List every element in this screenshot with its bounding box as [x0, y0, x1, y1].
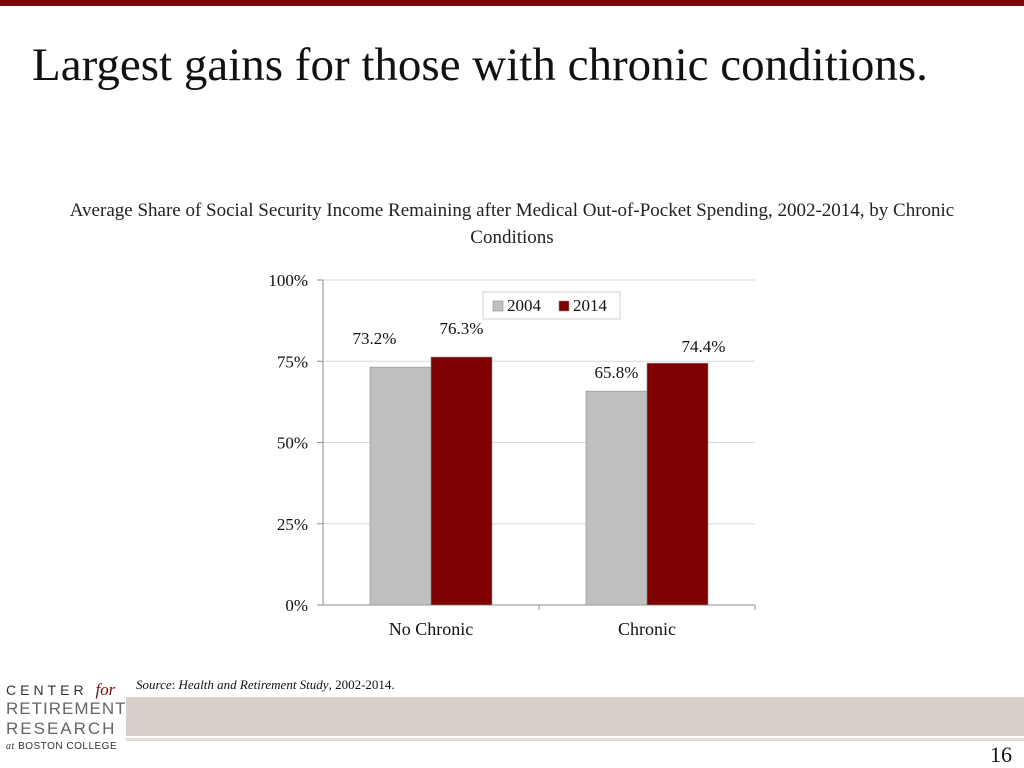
footer-divider	[126, 738, 1024, 741]
y-tick-label: 75%	[277, 352, 308, 371]
data-label: 73.2%	[353, 329, 397, 348]
legend-label: 2014	[573, 296, 608, 315]
data-label: 65.8%	[595, 363, 639, 382]
source-label: Source	[136, 677, 172, 692]
page-number: 16	[990, 742, 1012, 767]
y-tick-label: 50%	[277, 434, 308, 453]
source-separator: :	[171, 677, 179, 692]
y-tick-label: 100%	[268, 271, 308, 290]
logo-line-1: CENTER for	[6, 680, 115, 700]
logo-line-2: RETIREMENT	[6, 699, 127, 718]
logo-college-text: BOSTON COLLEGE	[18, 741, 118, 752]
chart-title: Average Share of Social Security Income …	[69, 200, 955, 248]
bar-2014-chronic	[646, 362, 709, 606]
x-tick-label: Chronic	[618, 619, 676, 639]
logo-at-text: at	[6, 741, 15, 752]
bar-2004-no-chronic	[369, 366, 432, 606]
y-tick-label: 25%	[277, 515, 308, 534]
x-tick-label: No Chronic	[389, 619, 474, 639]
legend-box	[482, 291, 621, 320]
legend-label: 2004	[507, 296, 542, 315]
source-study: Health and Retirement Study	[178, 677, 329, 692]
logo-for-text: for	[95, 680, 116, 699]
logo-center-text: CENTER	[6, 682, 88, 698]
logo-line-3: RESEARCH	[6, 719, 117, 738]
slide-title: Largest gains for those with chronic con…	[32, 39, 928, 91]
data-label: 74.4%	[682, 337, 726, 356]
source-years: , 2002-2014.	[328, 677, 395, 692]
crr-logo: CENTER for RETIREMENT RESEARCH at BOSTON…	[0, 672, 126, 758]
source-note: Source: Health and Retirement Study, 200…	[136, 677, 395, 693]
legend-swatch	[558, 300, 570, 312]
bar-2014-no-chronic	[430, 356, 493, 606]
data-label: 76.3%	[440, 319, 484, 338]
top-accent-bar	[0, 0, 1024, 6]
y-tick-label: 0%	[285, 596, 308, 615]
bar-2004-chronic	[585, 390, 648, 606]
logo-line-4: at BOSTON COLLEGE	[6, 741, 117, 752]
legend-swatch	[492, 300, 504, 312]
footer-band	[126, 697, 1024, 736]
